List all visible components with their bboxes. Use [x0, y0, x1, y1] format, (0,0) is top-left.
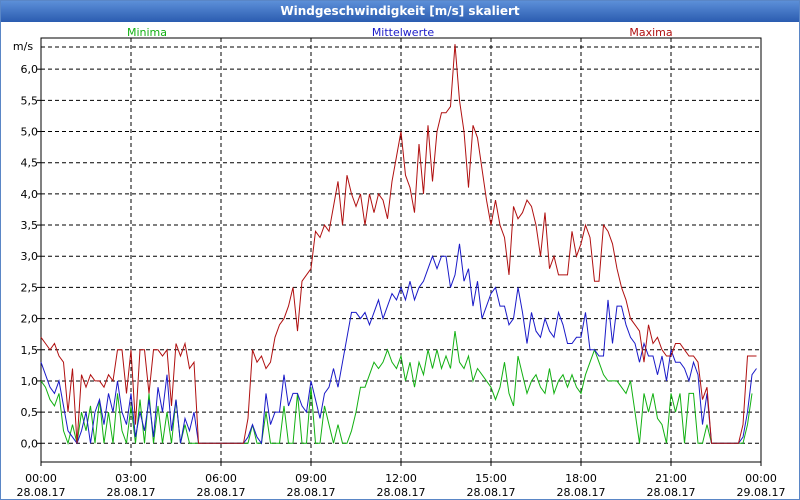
grid	[41, 38, 761, 462]
x-tick-date: 29.08.17	[737, 486, 786, 499]
x-tick-time: 15:00	[475, 472, 507, 485]
x-tick-date: 28.08.17	[17, 486, 66, 499]
y-tick-label: 1,5	[21, 344, 39, 357]
window-title: Windgeschwindigkeit [m/s] skaliert	[1, 1, 799, 22]
x-tick-date: 28.08.17	[647, 486, 696, 499]
x-tick-date: 28.08.17	[557, 486, 606, 499]
x-tick-time: 21:00	[655, 472, 687, 485]
y-tick-label: 3,5	[21, 219, 39, 232]
series-line-mittelwerte	[40, 243, 757, 445]
x-tick-time: 00:00	[745, 472, 777, 485]
x-tick-time: 18:00	[565, 472, 597, 485]
legend-minima: Minima	[127, 26, 167, 39]
x-tick-time: 03:00	[115, 472, 147, 485]
x-tick-time: 09:00	[295, 472, 327, 485]
wind-speed-chart: m/s 0,0 0,5 1,0 1,5 2,0 2,5 3,0 3,5 4,0 4,5 5,0 5,5…	[13, 26, 786, 499]
y-tick-label: 5,0	[21, 126, 39, 139]
y-tick-label: 2,5	[21, 281, 39, 294]
y-tick-label: 6,0	[21, 63, 39, 76]
y-axis-unit-label: m/s	[13, 40, 33, 53]
y-tick-label: 4,0	[21, 188, 39, 201]
y-tick-label: 2,0	[21, 313, 39, 326]
legend: Minima Mittelwerte Maxima	[127, 26, 673, 39]
x-tick-date: 28.08.17	[377, 486, 426, 499]
x-tick-date: 28.08.17	[197, 486, 246, 499]
legend-mittelwerte: Mittelwerte	[372, 26, 435, 39]
x-tick-date: 28.08.17	[467, 486, 516, 499]
x-tick-time: 12:00	[385, 472, 417, 485]
series-line-maxima	[40, 44, 757, 444]
y-tick-label: 0,5	[21, 406, 39, 419]
y-tick-label: 0,0	[21, 437, 39, 450]
series-layer	[40, 44, 757, 446]
y-tick-label: 4,5	[21, 157, 39, 170]
legend-maxima: Maxima	[629, 26, 672, 39]
x-axis: 00:0028.08.1703:0028.08.1706:0028.08.170…	[17, 462, 786, 499]
y-axis: m/s 0,0 0,5 1,0 1,5 2,0 2,5 3,0 3,5 4,0 4,5 5,0 5,5…	[13, 40, 41, 450]
x-tick-time: 00:00	[25, 472, 57, 485]
y-tick-label: 3,0	[21, 250, 39, 263]
x-tick-date: 28.08.17	[287, 486, 336, 499]
y-tick-label: 5,5	[21, 94, 39, 107]
x-tick-date: 28.08.17	[107, 486, 156, 499]
x-tick-time: 06:00	[205, 472, 237, 485]
y-tick-label: 1,0	[21, 375, 39, 388]
